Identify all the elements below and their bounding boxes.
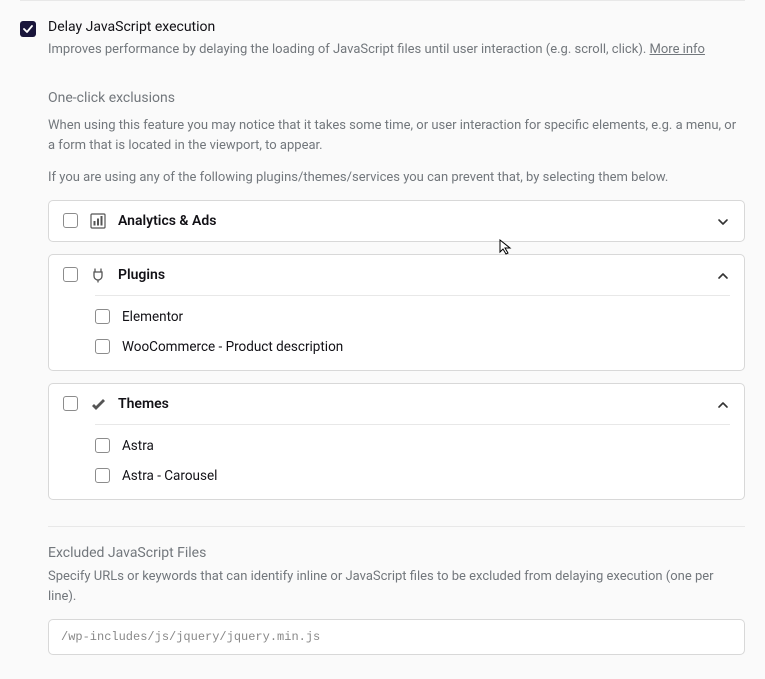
item-checkbox-woocommerce[interactable] (95, 339, 110, 354)
feature-title: Delay JavaScript execution (48, 19, 745, 35)
list-item[interactable]: Astra (63, 431, 730, 461)
more-info-link[interactable]: More info (650, 42, 705, 57)
item-label: Elementor (122, 309, 183, 325)
themes-checkbox[interactable] (63, 396, 78, 411)
plugins-checkbox[interactable] (63, 267, 78, 282)
delay-js-checkbox[interactable] (20, 21, 36, 37)
accordion-title: Plugins (118, 267, 704, 283)
item-checkbox-elementor[interactable] (95, 309, 110, 324)
plugins-icon (90, 267, 106, 283)
exclusions-title: One-click exclusions (48, 90, 745, 106)
accordion-header-themes[interactable]: Themes (49, 384, 744, 424)
accordion-title: Analytics & Ads (118, 213, 704, 229)
item-checkbox-astra[interactable] (95, 438, 110, 453)
list-item[interactable]: Elementor (63, 302, 730, 332)
list-item[interactable]: WooCommerce - Product description (63, 332, 730, 362)
item-label: Astra - Carousel (122, 468, 217, 484)
accordion-title: Themes (118, 396, 704, 412)
excluded-files-textarea[interactable] (48, 619, 745, 655)
item-label: Astra (122, 438, 154, 454)
excluded-files-title: Excluded JavaScript Files (48, 545, 745, 561)
list-item[interactable]: Astra - Carousel (63, 461, 730, 491)
analytics-icon (90, 213, 106, 229)
accordion-header-plugins[interactable]: Plugins (49, 255, 744, 295)
item-label: WooCommerce - Product description (122, 339, 343, 355)
exclusions-desc1: When using this feature you may notice t… (48, 116, 745, 156)
accordion-header-analytics[interactable]: Analytics & Ads (49, 201, 744, 241)
chevron-up-icon (716, 397, 730, 411)
item-checkbox-astra-carousel[interactable] (95, 468, 110, 483)
analytics-checkbox[interactable] (63, 213, 78, 228)
exclusions-desc2: If you are using any of the following pl… (48, 168, 745, 188)
chevron-up-icon (716, 268, 730, 282)
check-icon (23, 24, 33, 34)
feature-description: Improves performance by delaying the loa… (48, 40, 745, 60)
excluded-files-description: Specify URLs or keywords that can identi… (48, 567, 745, 607)
chevron-down-icon (716, 214, 730, 228)
themes-icon (90, 396, 106, 412)
